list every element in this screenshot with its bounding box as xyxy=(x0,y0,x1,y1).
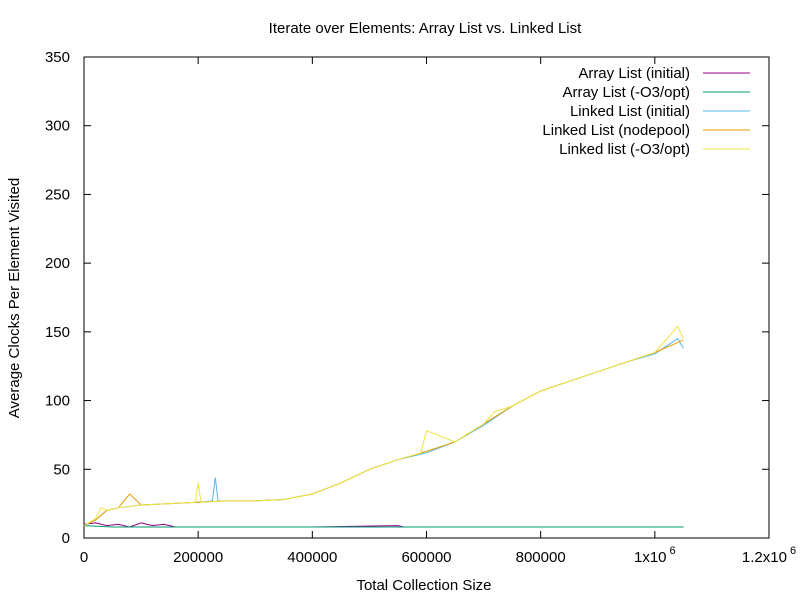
x-tick-label: 600000 xyxy=(401,549,451,566)
series-lines xyxy=(83,325,684,528)
x-tick-label-text: 0 xyxy=(80,549,88,566)
y-axis-label: Average Clocks Per Element Visited xyxy=(6,178,23,418)
series-line-5 xyxy=(83,325,684,527)
series-line-1 xyxy=(83,522,684,528)
y-tick-label: 100 xyxy=(45,393,70,410)
y-tick-label: 200 xyxy=(45,255,70,272)
y-tick-label: 0 xyxy=(62,530,70,547)
x-tick-label: 200000 xyxy=(173,549,223,566)
y-tick-label: 250 xyxy=(45,186,70,203)
y-tick-label: 50 xyxy=(53,461,70,478)
x-tick-exponent: 6 xyxy=(670,545,676,557)
x-axis-label: Total Collection Size xyxy=(356,577,491,594)
tick-marks xyxy=(83,56,770,539)
x-tick-label-text: 1x10 xyxy=(634,549,667,566)
tick-labels: 0 50 100 150 200 250 300 350 0 200000 400000 600000… xyxy=(45,49,796,566)
x-tick-label: 400000 xyxy=(287,549,337,566)
y-tick-label: 300 xyxy=(45,118,70,135)
x-tick-label: 1x10 6 xyxy=(634,545,676,566)
x-tick-label-text: 400000 xyxy=(287,549,337,566)
chart-title: Iterate over Elements: Array List vs. Li… xyxy=(269,20,582,37)
x-tick-label-text: 800000 xyxy=(516,549,566,566)
legend: Array List (initial) Array List (-O3/opt)… xyxy=(542,65,750,158)
legend-label: Array List (-O3/opt) xyxy=(562,84,690,101)
x-tick-label: 1.2x10 6 xyxy=(742,545,796,566)
x-tick-label-text: 1.2x10 xyxy=(742,549,787,566)
series-line-3 xyxy=(83,337,684,527)
legend-label: Array List (initial) xyxy=(578,65,690,82)
x-tick-label-text: 600000 xyxy=(401,549,451,566)
y-tick-label: 350 xyxy=(45,49,70,66)
x-tick-label-text: 200000 xyxy=(173,549,223,566)
x-tick-label: 800000 xyxy=(516,549,566,566)
x-tick-exponent: 6 xyxy=(790,545,796,557)
legend-label: Linked List (nodepool) xyxy=(542,122,690,139)
series-line-4 xyxy=(83,339,684,527)
series-line-2 xyxy=(83,525,684,528)
legend-label: Linked list (-O3/opt) xyxy=(559,141,690,158)
legend-label: Linked List (initial) xyxy=(570,103,690,120)
y-tick-label: 150 xyxy=(45,324,70,341)
x-tick-label: 0 xyxy=(80,549,88,566)
